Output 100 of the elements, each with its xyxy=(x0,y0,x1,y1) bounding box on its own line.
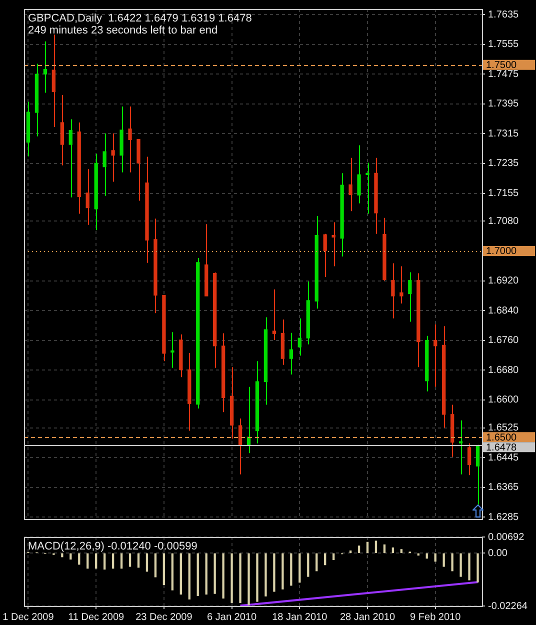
bar xyxy=(86,553,89,569)
candlestick xyxy=(298,318,302,356)
candlestick xyxy=(391,262,395,319)
bar xyxy=(162,553,166,585)
bar xyxy=(290,553,292,586)
y-tick-label: 1.7635 xyxy=(488,9,520,20)
y-tick-label: 1.6365 xyxy=(488,482,520,494)
bar xyxy=(154,553,157,578)
ref-line-label: 1.6478 xyxy=(486,442,518,454)
y-tick-label: 1.6285 xyxy=(488,512,520,523)
y-tick-label: 0.00692 xyxy=(488,532,525,543)
candlestick xyxy=(289,332,293,376)
bar xyxy=(196,553,199,596)
candlestick xyxy=(128,106,132,173)
y-tick-label: 1.6760 xyxy=(488,335,520,346)
candlestick xyxy=(102,132,106,196)
x-tick-label: 28 Jan 2010 xyxy=(340,612,396,623)
bar xyxy=(383,544,386,553)
y-tick-label: 1.6525 xyxy=(488,422,520,434)
bar xyxy=(460,553,462,577)
bar xyxy=(316,553,318,572)
bar xyxy=(451,553,454,572)
bar xyxy=(476,553,479,582)
bar xyxy=(248,553,250,606)
y-tick-label: 1.6445 xyxy=(488,452,520,464)
bar xyxy=(324,553,326,566)
x-tick-label: 23 Dec 2009 xyxy=(136,612,193,623)
bar xyxy=(358,546,360,553)
bar xyxy=(307,553,310,577)
bar xyxy=(239,553,242,603)
y-tick-label: 1.7475 xyxy=(488,68,520,80)
candlestick xyxy=(60,94,64,166)
candlestick xyxy=(408,272,412,322)
bar xyxy=(120,553,123,569)
candlestick xyxy=(458,420,463,475)
bar xyxy=(374,540,378,553)
bar xyxy=(256,553,258,602)
candlestick xyxy=(86,168,90,226)
y-tick-label: 1.6840 xyxy=(488,305,520,316)
bar xyxy=(349,550,352,553)
candlestick xyxy=(323,233,327,278)
x-tick-label: 11 Dec 2009 xyxy=(68,612,125,623)
ref-line-label: 1.6500 xyxy=(486,432,518,444)
bar xyxy=(442,553,445,567)
candlestick xyxy=(43,40,48,94)
y-tick-label: 1.7235 xyxy=(488,158,520,170)
bar xyxy=(78,553,80,565)
bar xyxy=(230,553,233,603)
annotation: 249 minutes 23 seconds left to bar end xyxy=(28,24,218,37)
bar xyxy=(366,542,369,553)
candlestick xyxy=(68,118,72,198)
candlestick xyxy=(52,34,56,128)
bar xyxy=(392,547,394,553)
candlestick xyxy=(400,266,404,304)
bar xyxy=(282,553,284,590)
chart-title: MACD(12,26,9) -0.01240 -0.00599 xyxy=(28,540,198,553)
candlestick xyxy=(467,442,472,476)
x-tick-label: 1 Dec 2009 xyxy=(2,612,54,623)
bar xyxy=(188,553,190,600)
y-tick-label: 1.6920 xyxy=(488,276,520,286)
bar xyxy=(128,553,132,567)
bar xyxy=(468,553,470,580)
candlestick xyxy=(357,144,361,204)
bar xyxy=(95,553,98,569)
x-tick-label: 6 Jan 2010 xyxy=(207,612,257,623)
y-tick-label: 1.7080 xyxy=(488,216,520,227)
candlestick xyxy=(170,332,174,368)
y-tick-label: 1.6680 xyxy=(488,364,520,376)
candlestick xyxy=(476,444,480,505)
bar xyxy=(112,553,114,569)
ref-line-label: 1.7500 xyxy=(486,60,518,72)
y-tick-label: 1.7555 xyxy=(488,39,520,50)
candlestick xyxy=(332,222,336,267)
y-tick-label: 1.7315 xyxy=(488,128,520,140)
candlestick xyxy=(238,418,242,475)
y-tick-label: -0.02264 xyxy=(488,600,528,612)
bar xyxy=(180,553,182,595)
ref-line-label: 1.7000 xyxy=(486,246,518,258)
bar xyxy=(332,553,335,560)
bar xyxy=(273,553,276,592)
y-tick-label: 1.7395 xyxy=(488,98,520,110)
y-tick-label: 0.00 xyxy=(488,548,508,559)
x-tick-label: 9 Feb 2010 xyxy=(410,612,462,623)
bar xyxy=(103,553,106,570)
bar xyxy=(137,553,140,568)
bar xyxy=(264,553,267,596)
y-tick-label: 1.7155 xyxy=(488,188,520,200)
y-tick-label: 1.6600 xyxy=(488,394,520,406)
candlestick xyxy=(111,132,115,182)
chart-title: GBPCAD,Daily 1.6422 1.6479 1.6319 1.6478 xyxy=(28,12,252,25)
bar xyxy=(171,553,174,590)
bar xyxy=(146,553,148,572)
candlestick xyxy=(366,162,370,214)
candlestick xyxy=(272,288,276,340)
bar xyxy=(222,553,224,599)
x-tick-label: 18 Jan 2010 xyxy=(272,612,328,623)
bar xyxy=(205,553,208,595)
candlestick xyxy=(348,157,352,212)
bar xyxy=(214,553,216,594)
candlestick xyxy=(434,324,438,388)
